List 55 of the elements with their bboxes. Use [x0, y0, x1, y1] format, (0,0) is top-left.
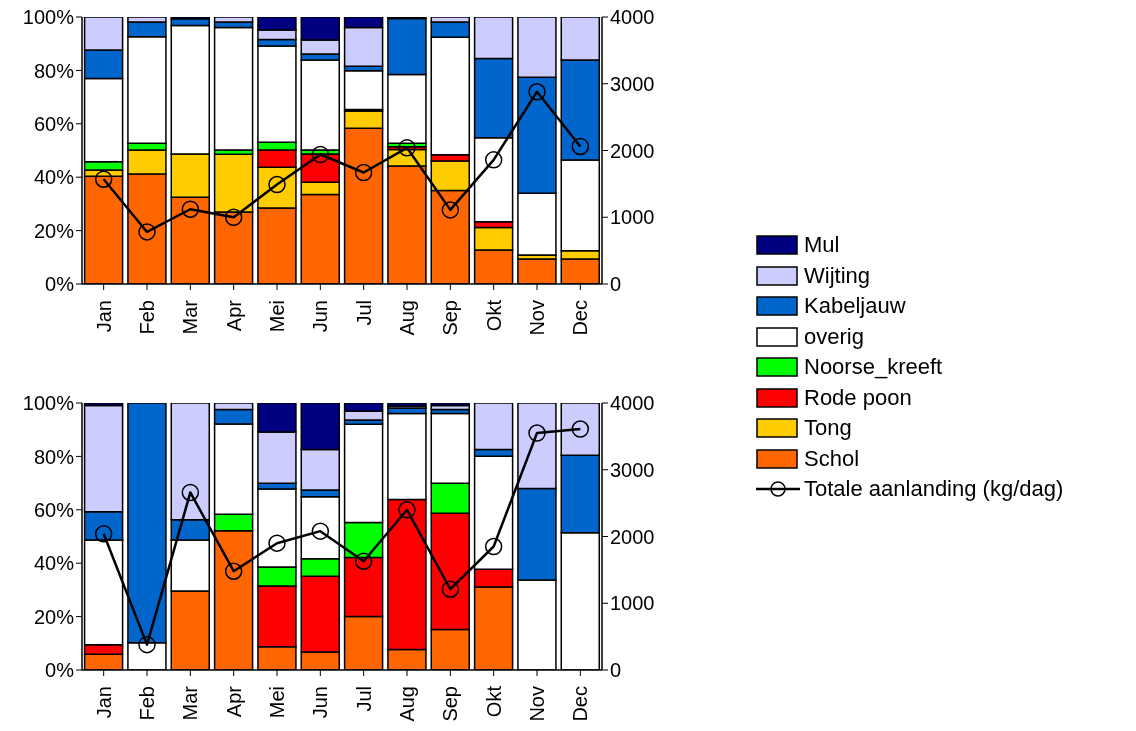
legend-label: Schol	[804, 445, 860, 472]
y-tick-label: 100%	[22, 6, 75, 29]
x-tick-label: Mei	[266, 300, 288, 333]
x-tick-label: Nov	[526, 300, 548, 336]
x-tick-label: Jun	[309, 686, 332, 719]
x-tick-label: Mar	[179, 299, 202, 335]
x-tick-label: Okt	[482, 685, 505, 718]
x-tick-label: Apr	[222, 299, 245, 332]
legend-label: Tong	[804, 415, 852, 442]
x-tick-label: Jan	[92, 686, 115, 719]
x-tick-label: Okt	[482, 299, 505, 332]
y-tick-label: 20%	[33, 605, 75, 628]
y2-tick-label: 4000	[610, 6, 655, 29]
x-tick-label: Dec	[569, 686, 592, 722]
y2-tick-label: 2000	[610, 525, 655, 548]
y-tick-label: 80%	[33, 445, 75, 468]
legend-label: Wijting	[804, 262, 871, 289]
y-tick-label: 40%	[33, 166, 75, 189]
x-tick-label: Sep	[439, 300, 462, 336]
y-tick-label: 100%	[22, 392, 75, 415]
y-tick-label: 60%	[33, 498, 75, 521]
x-tick-label: Aug	[396, 686, 418, 722]
y2-tick-label: 0	[610, 273, 622, 296]
legend-label: Kabeljauw	[804, 293, 906, 320]
x-tick-label: Nov	[526, 686, 548, 722]
legend-label: Rode poon	[804, 384, 912, 411]
y2-tick-label: 0	[610, 659, 622, 682]
legend-label: Noorse_kreeft	[804, 354, 943, 381]
y2-tick-label: 3000	[610, 458, 655, 481]
y-tick-label: 0%	[45, 273, 75, 296]
legend-label: overig	[804, 323, 864, 350]
x-tick-label: Dec	[569, 300, 592, 336]
x-tick-label: Jan	[92, 300, 115, 333]
x-tick-label: Sep	[439, 686, 462, 722]
y2-tick-label: 4000	[610, 392, 655, 415]
y-tick-label: 20%	[33, 219, 75, 242]
x-tick-label: Jun	[309, 300, 332, 333]
x-tick-label: Jul	[352, 686, 375, 712]
y2-tick-label: 1000	[610, 592, 655, 615]
x-tick-label: Apr	[222, 685, 245, 718]
x-tick-label: Mar	[179, 685, 202, 721]
y2-tick-label: 3000	[610, 72, 655, 95]
y-tick-label: 80%	[33, 59, 75, 82]
x-tick-label: Jul	[352, 300, 375, 326]
legend-label: Mul	[804, 232, 840, 259]
y-tick-label: 40%	[33, 552, 75, 575]
y-tick-label: 0%	[45, 659, 75, 682]
y2-tick-label: 2000	[610, 139, 655, 162]
y2-tick-label: 1000	[610, 206, 655, 229]
y-tick-label: 60%	[33, 112, 75, 135]
x-tick-label: Aug	[396, 300, 418, 336]
x-tick-label: Feb	[136, 686, 158, 721]
legend-label: Totale aanlanding (kg/dag)	[804, 476, 1064, 503]
x-tick-label: Mei	[266, 686, 288, 719]
x-tick-label: Feb	[136, 300, 158, 335]
